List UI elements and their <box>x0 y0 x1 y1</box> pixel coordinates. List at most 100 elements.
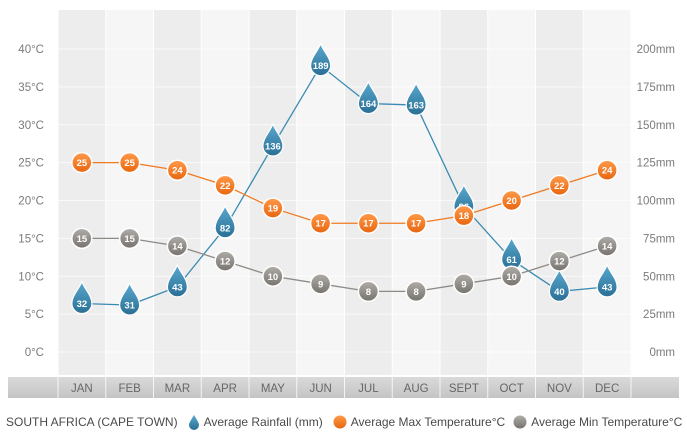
legend-item-max-temp: Average Max Temperature°C <box>333 415 505 429</box>
x-tick-label: OCT <box>499 383 523 395</box>
temperature-circle-marker <box>214 174 236 197</box>
drop-icon <box>188 414 200 430</box>
x-tick-label: JUL <box>358 383 379 395</box>
rainfall-data-label: 61 <box>506 255 517 266</box>
temperature-circle-marker <box>405 212 427 234</box>
rainfall-data-label: 43 <box>172 282 183 293</box>
temperature-circle-marker <box>453 273 475 295</box>
y-right-tick-label: 0mm <box>649 347 675 359</box>
temperature-data-label: 8 <box>366 287 371 298</box>
series-layer: 3231438213618916416396614043252524221917… <box>71 41 618 316</box>
y-right-tick-label: 50mm <box>643 271 675 283</box>
month-band <box>106 10 153 375</box>
y-left-tick-label: 25°C <box>18 158 44 170</box>
temperature-circle-marker <box>309 273 332 295</box>
temperature-circle-marker <box>405 280 427 303</box>
temperature-data-label: 14 <box>602 241 613 252</box>
temperature-circle-marker <box>118 151 141 174</box>
rainfall-data-label: 40 <box>554 287 565 298</box>
temperature-circle-marker <box>596 235 618 257</box>
series-markers: 3231438213618916416396614043252524221917… <box>71 41 618 316</box>
temperature-circle-marker <box>357 212 380 234</box>
x-tick-label: MAR <box>165 383 191 395</box>
temperature-circle-marker <box>453 204 475 227</box>
x-tick-label: MAY <box>261 383 285 395</box>
temperature-circle-marker <box>214 250 236 272</box>
temperature-data-label: 9 <box>318 279 323 290</box>
temperature-circle-marker <box>500 265 523 287</box>
x-tick-label: NOV <box>547 383 572 395</box>
month-band <box>154 10 201 375</box>
rainfall-drop-marker <box>310 41 332 77</box>
rainfall-data-label: 189 <box>313 61 329 72</box>
rainfall-drop-marker <box>405 81 427 116</box>
x-axis: JAN FEB MAR APR MAY JUN JUL AUG SEPT OCT NOV DEC <box>8 377 679 398</box>
legend-item-min-temp: Average Min Temperature°C <box>513 415 682 429</box>
temperature-data-label: 25 <box>124 158 135 169</box>
x-tick-label: SEPT <box>449 383 479 395</box>
y-right-tick-label: 200mm <box>637 44 675 56</box>
y-left-tick-label: 35°C <box>18 82 44 94</box>
x-tick-label: DEC <box>595 383 619 395</box>
temperature-circle-marker <box>548 174 571 197</box>
legend-label-max-temp: Average Max Temperature°C <box>350 415 506 429</box>
rainfall-drop-marker <box>262 122 284 157</box>
chart-title: SOUTH AFRICA (CAPE TOWN) <box>6 415 178 429</box>
y-left-tick-label: 15°C <box>18 233 44 245</box>
rainfall-data-label: 32 <box>77 299 88 310</box>
x-tick-label: JAN <box>71 383 93 395</box>
temperature-circle-marker <box>262 265 284 287</box>
y-right-tick-label: 75mm <box>643 233 675 245</box>
temperature-circle-marker <box>71 151 93 174</box>
temperature-circle-marker <box>71 227 93 250</box>
month-band <box>345 10 392 375</box>
temperature-data-label: 18 <box>459 211 470 222</box>
y-left-tick-label: 5°C <box>25 309 44 321</box>
temperature-data-label: 24 <box>602 166 613 177</box>
y-left-tick-label: 10°C <box>18 271 44 283</box>
y-right-tick-label: 125mm <box>637 158 675 170</box>
rainfall-data-label: 136 <box>265 141 281 152</box>
temperature-data-label: 22 <box>220 181 231 192</box>
rainfall-data-label: 164 <box>360 99 377 110</box>
temperature-data-label: 25 <box>77 158 88 169</box>
rainfall-drop-marker <box>214 204 236 239</box>
x-axis-bar <box>8 377 679 398</box>
temperature-data-label: 15 <box>124 234 135 245</box>
rainfall-data-label: 43 <box>602 282 613 293</box>
temperature-data-label: 14 <box>172 241 183 252</box>
temperature-circle-marker <box>166 235 189 257</box>
y-right-tick-label: 100mm <box>637 196 675 208</box>
rainfall-drop-marker <box>596 263 618 298</box>
rainfall-data-label: 163 <box>408 101 424 112</box>
y-right-tick-label: 150mm <box>637 120 675 132</box>
temperature-circle-marker <box>166 159 189 181</box>
x-tick-label: AUG <box>404 383 429 395</box>
temperature-data-label: 20 <box>506 196 517 207</box>
temperature-data-label: 17 <box>315 219 326 230</box>
y-right-tick-label: 175mm <box>637 82 675 94</box>
temperature-data-label: 24 <box>172 166 183 177</box>
x-tick-label: FEB <box>118 383 141 395</box>
y-left-tick-label: 20°C <box>18 196 44 208</box>
temperature-data-label: 12 <box>554 257 565 268</box>
temperature-data-label: 17 <box>411 219 422 230</box>
rainfall-drop-marker <box>166 263 188 298</box>
temperature-circle-marker <box>596 159 618 181</box>
temperature-data-label: 19 <box>268 204 279 215</box>
temperature-circle-marker <box>118 227 141 250</box>
legend: SOUTH AFRICA (CAPE TOWN) Average Rainfal… <box>0 406 687 438</box>
temperature-circle-marker <box>309 212 332 234</box>
month-band <box>583 10 631 375</box>
temperature-data-label: 22 <box>554 181 565 192</box>
rainfall-data-label: 82 <box>220 223 231 234</box>
climate-chart: 0°C 5°C 10°C 15°C 20°C 25°C 30°C 35°C 40°C 0mm 25… <box>8 10 679 398</box>
y-left-tick-label: 0°C <box>25 347 44 359</box>
temperature-data-label: 8 <box>413 287 418 298</box>
month-bands <box>58 10 631 375</box>
legend-label-min-temp: Average Min Temperature°C <box>531 415 683 429</box>
y-right-tick-label: 25mm <box>643 309 675 321</box>
month-band <box>249 10 297 375</box>
orange-circle-icon <box>333 415 347 429</box>
legend-item-rainfall: Average Rainfall (mm) <box>188 414 323 430</box>
